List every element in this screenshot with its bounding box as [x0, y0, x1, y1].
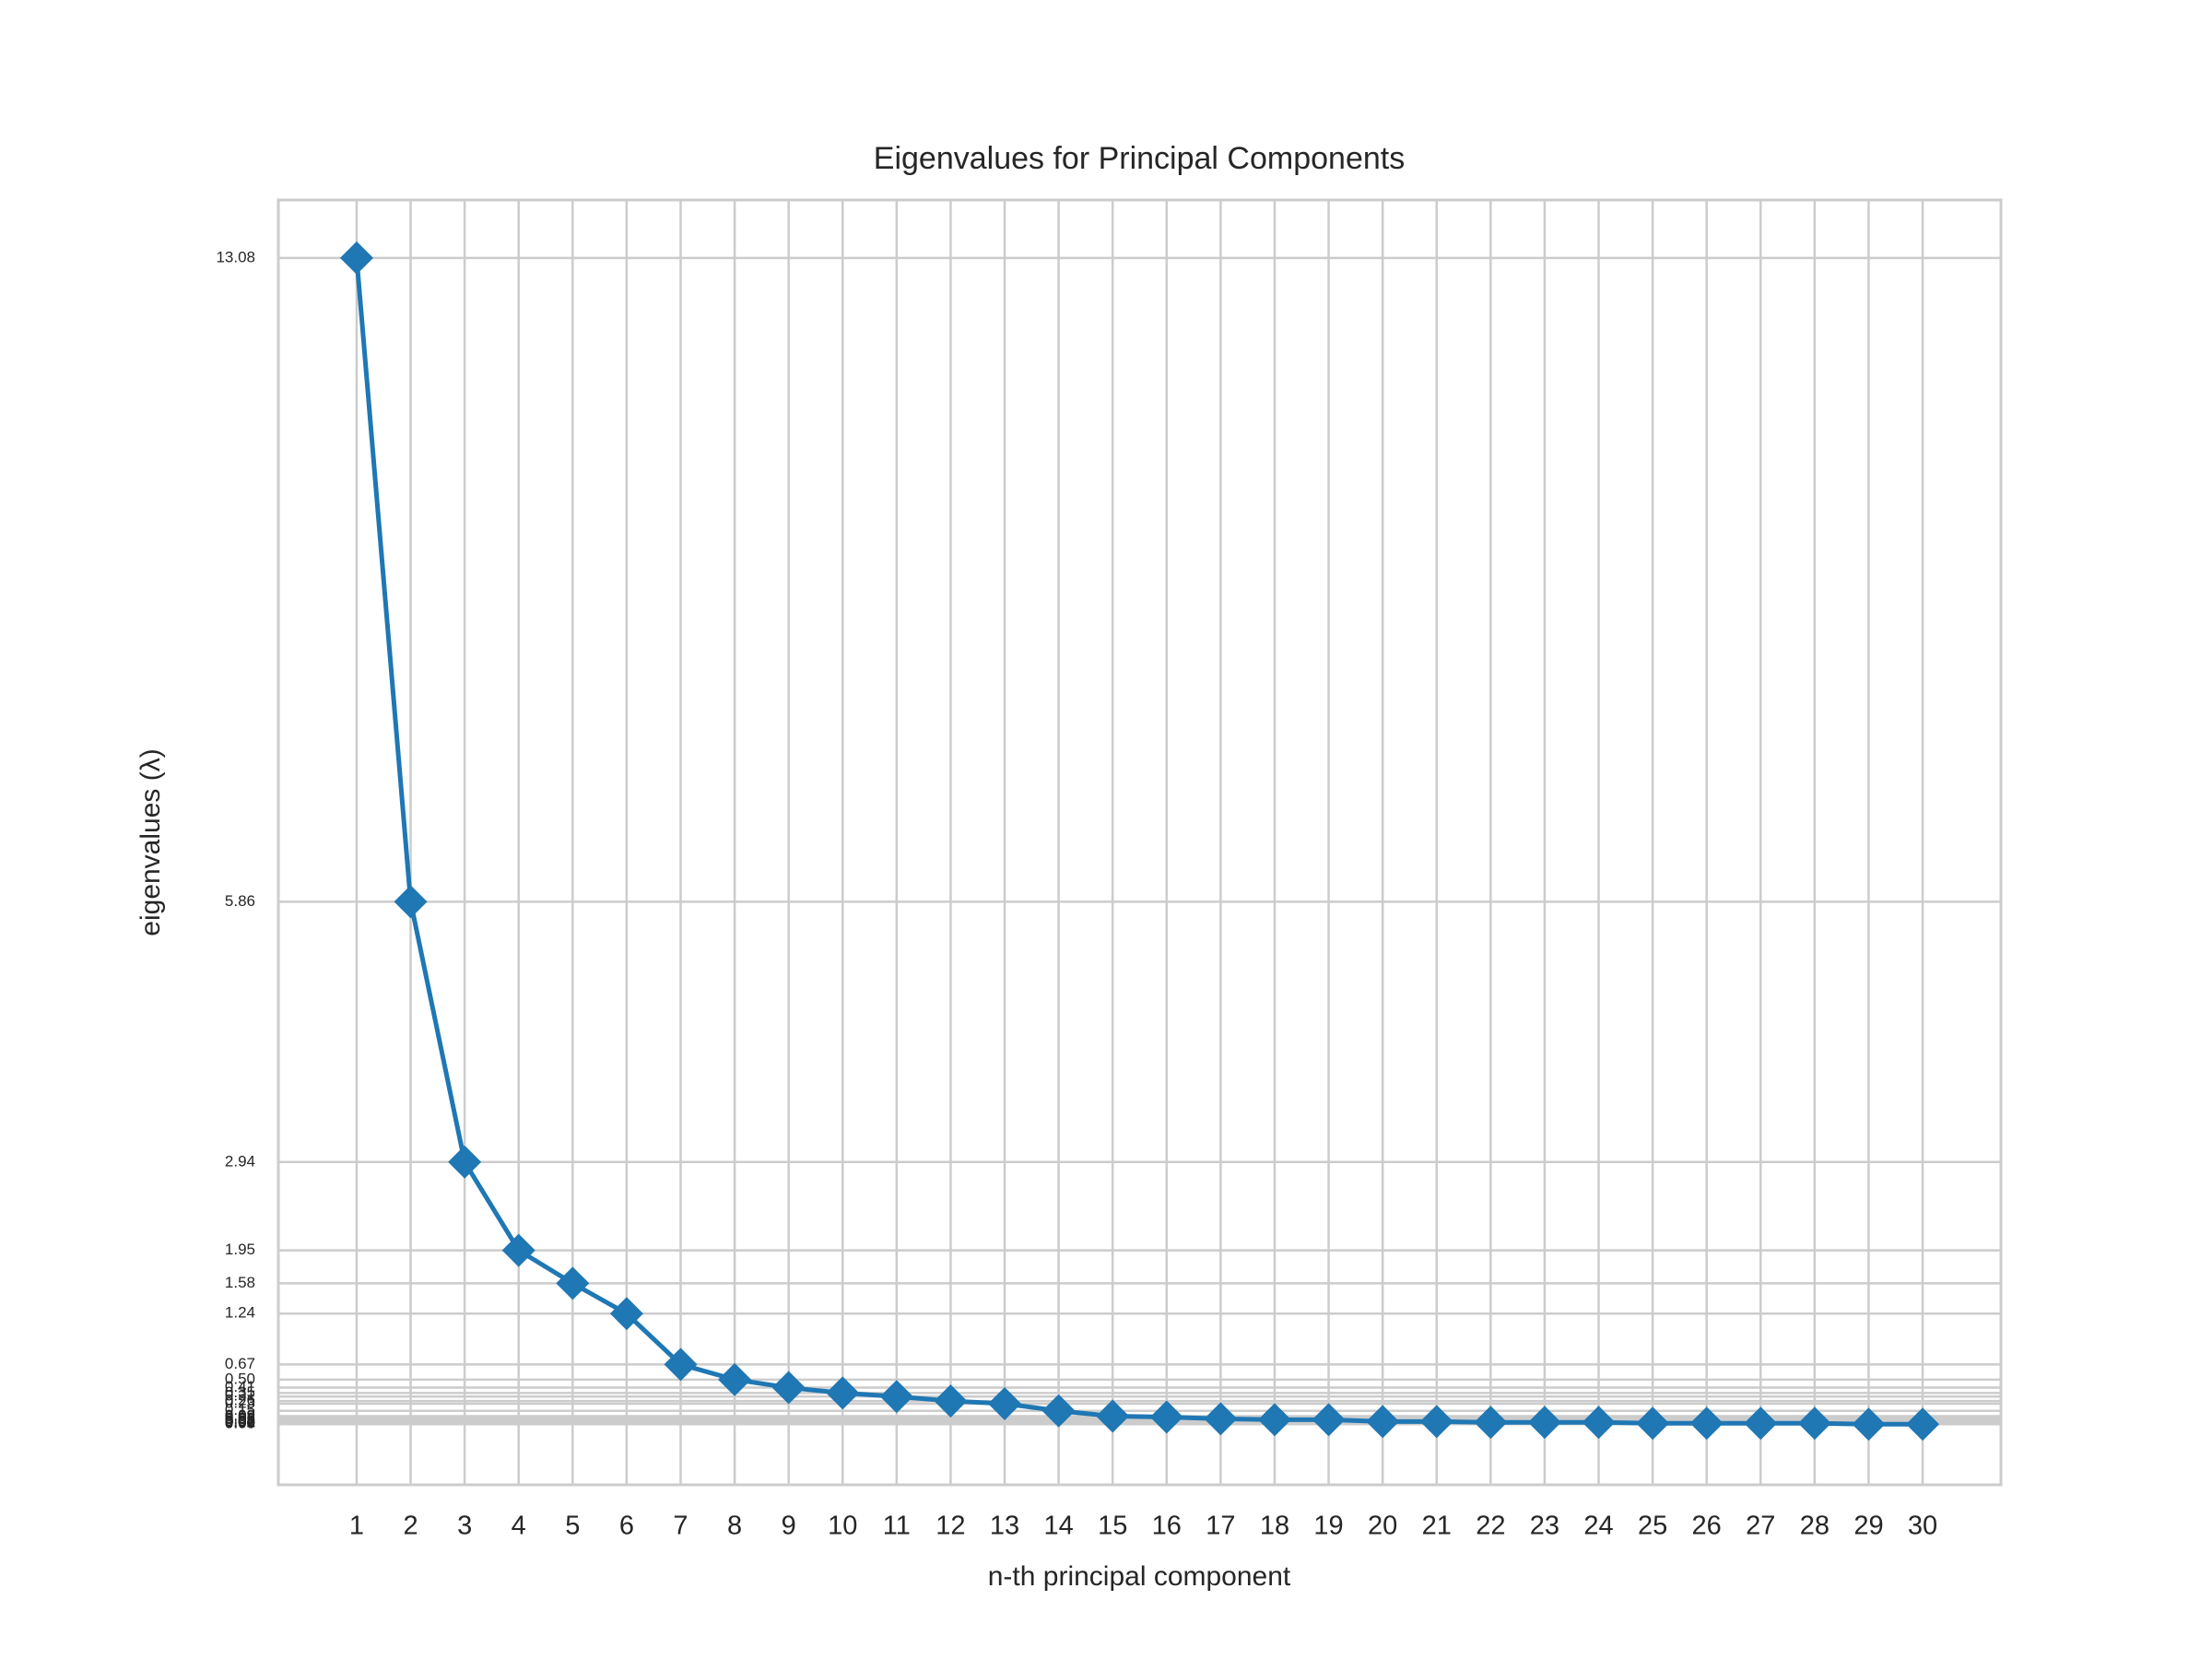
- marker: [1474, 1406, 1508, 1440]
- x-tick-label: 1: [349, 1512, 364, 1541]
- marker: [448, 1145, 482, 1179]
- marker: [718, 1362, 752, 1396]
- x-tick-label: 30: [1908, 1512, 1937, 1541]
- x-tick-label: 26: [1692, 1512, 1722, 1541]
- y-tick-label: 0.01: [225, 1414, 255, 1431]
- y-tick-label: 1.95: [225, 1241, 255, 1258]
- y-tick-label: 0.26: [225, 1392, 255, 1409]
- y-tick-label: 0.05: [225, 1410, 255, 1428]
- y-tick-label: 0.00: [225, 1415, 255, 1432]
- x-tick-label: 27: [1746, 1512, 1775, 1541]
- y-tick-label: 0.05: [225, 1410, 255, 1428]
- marker: [1636, 1406, 1670, 1441]
- x-tick-label: 16: [1152, 1512, 1182, 1541]
- marker: [1257, 1403, 1291, 1437]
- y-tick-label: 0.15: [225, 1401, 255, 1418]
- y-tick-label: 0.41: [225, 1378, 255, 1395]
- x-tick-label: 2: [403, 1512, 418, 1541]
- y-tick-label: 0.03: [225, 1412, 255, 1430]
- plot-frame: [276, 198, 2003, 1487]
- y-tick-label: 0.01: [225, 1414, 255, 1431]
- x-tick-label: 29: [1853, 1512, 1883, 1541]
- y-tick-label: 0.01: [225, 1414, 255, 1431]
- marker: [1906, 1407, 1940, 1441]
- y-tick-label: 0.06: [225, 1409, 255, 1427]
- x-tick-label: 11: [883, 1512, 911, 1541]
- y-tick-label: 0.00: [225, 1415, 255, 1432]
- y-tick-label: 0.08: [225, 1407, 255, 1425]
- x-tick-label: 13: [990, 1512, 1019, 1541]
- x-tick-label: 19: [1313, 1512, 1343, 1541]
- x-tick-label: 21: [1422, 1512, 1452, 1541]
- y-tick-label: 0.01: [225, 1414, 255, 1431]
- x-tick-label: 17: [1206, 1512, 1235, 1541]
- marker: [1096, 1399, 1130, 1433]
- marker: [1366, 1405, 1400, 1439]
- marker: [1041, 1394, 1076, 1428]
- marker: [664, 1347, 698, 1382]
- x-tick-label: 14: [1043, 1512, 1073, 1541]
- y-tick-label: 0.50: [225, 1370, 255, 1387]
- marker: [1312, 1403, 1346, 1437]
- y-tick-label: 1.58: [225, 1274, 255, 1291]
- x-tick-label: 25: [1638, 1512, 1667, 1541]
- x-tick-label: 4: [512, 1512, 526, 1541]
- y-tick-label: 5.86: [225, 892, 255, 910]
- x-tick-label: 5: [565, 1512, 580, 1541]
- x-tick-label: 28: [1800, 1512, 1830, 1541]
- marker: [826, 1376, 860, 1410]
- x-tick-label: 22: [1476, 1512, 1505, 1541]
- y-tick-label: 0.67: [225, 1355, 255, 1372]
- marker: [1527, 1406, 1561, 1440]
- x-tick-label: 15: [1098, 1512, 1127, 1541]
- marker: [1689, 1406, 1724, 1441]
- y-axis-label: eigenvalues (λ): [135, 748, 166, 935]
- y-tick-label: 1.24: [225, 1304, 255, 1322]
- x-tick-label: 23: [1530, 1512, 1559, 1541]
- marker: [879, 1380, 913, 1414]
- x-tick-label: 6: [619, 1512, 634, 1541]
- x-tick-label: 12: [935, 1512, 965, 1541]
- x-tick-label: 20: [1368, 1512, 1397, 1541]
- marker: [988, 1386, 1022, 1420]
- x-tick-label: 3: [457, 1512, 472, 1541]
- x-tick-label: 10: [828, 1512, 857, 1541]
- x-axis-label: n-th principal component: [988, 1561, 1291, 1592]
- marker: [1149, 1400, 1183, 1434]
- x-tick-label: 8: [727, 1512, 742, 1541]
- y-tick-label: 2.94: [225, 1152, 255, 1170]
- marker: [771, 1371, 806, 1405]
- marker: [1419, 1405, 1453, 1439]
- marker: [556, 1266, 590, 1300]
- marker: [934, 1384, 968, 1418]
- marker: [339, 241, 373, 275]
- x-tick-label: 18: [1260, 1512, 1289, 1541]
- x-tick-label: 9: [782, 1512, 796, 1541]
- y-tick-label: 0.02: [225, 1413, 255, 1430]
- y-tick-label: 13.08: [216, 248, 255, 265]
- y-tick-label: 0.02: [225, 1413, 255, 1430]
- y-tick-label: 0.23: [225, 1394, 255, 1411]
- chart-title: Eigenvalues for Principal Components: [874, 141, 1405, 176]
- marker: [1582, 1406, 1616, 1440]
- marker: [394, 885, 428, 919]
- marker: [1744, 1406, 1778, 1441]
- y-tick-label: 0.02: [225, 1413, 255, 1430]
- y-tick-label: 0.03: [225, 1412, 255, 1430]
- marker: [1797, 1406, 1831, 1441]
- x-tick-label: 7: [673, 1512, 688, 1541]
- x-tick-label: 24: [1583, 1512, 1613, 1541]
- marker: [1204, 1402, 1238, 1436]
- marker: [1852, 1407, 1886, 1441]
- y-tick-label: 0.31: [225, 1387, 255, 1405]
- marker: [609, 1297, 643, 1331]
- marker: [501, 1233, 535, 1267]
- y-tick-label: 0.35: [225, 1383, 255, 1401]
- y-tick-label: 0.09: [225, 1406, 255, 1424]
